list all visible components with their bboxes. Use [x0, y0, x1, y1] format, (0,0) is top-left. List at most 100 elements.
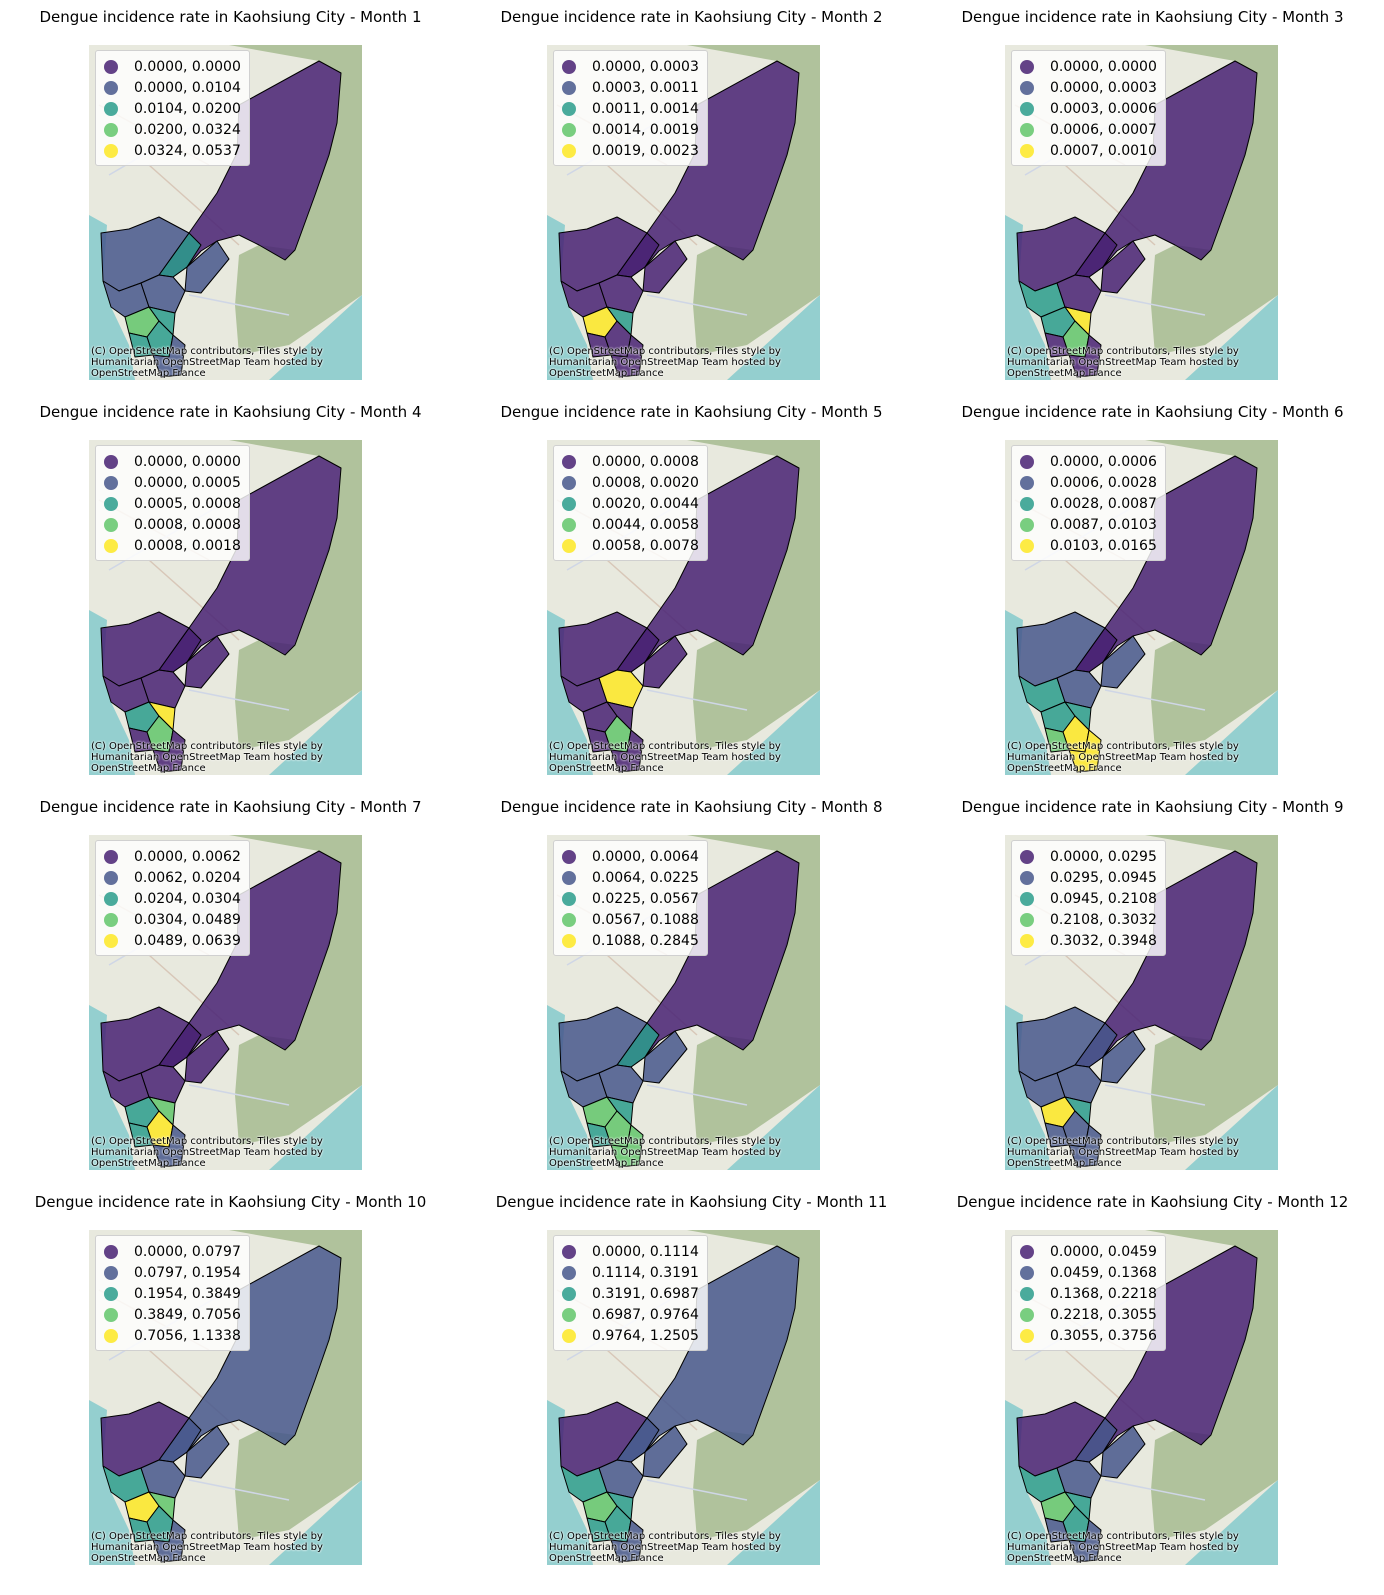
legend-label: 0.0008, 0.0020	[592, 474, 699, 491]
legend-marker-icon	[104, 496, 118, 511]
legend-label: 0.0945, 0.2108	[1050, 890, 1157, 907]
legend-label: 0.0000, 0.0295	[1050, 848, 1157, 865]
legend-entry: 0.0014, 0.0019	[562, 119, 699, 140]
legend-label: 0.0011, 0.0014	[592, 100, 699, 117]
legend-entry: 0.0103, 0.0165	[1020, 535, 1157, 556]
legend-marker-icon	[104, 475, 118, 490]
legend-entry: 0.0000, 0.0000	[1020, 56, 1157, 77]
legend-entry: 0.0459, 0.1368	[1020, 1262, 1157, 1283]
panel-title: Dengue incidence rate in Kaohsiung City …	[495, 1193, 888, 1211]
legend-label: 0.3849, 0.7056	[134, 1306, 241, 1323]
legend-label: 0.0028, 0.0087	[1050, 495, 1157, 512]
legend-label: 0.0304, 0.0489	[134, 911, 241, 928]
legend-label: 0.0567, 0.1088	[592, 911, 699, 928]
legend-entry: 0.2108, 0.3032	[1020, 909, 1157, 930]
legend-entry: 0.0000, 0.0008	[562, 451, 699, 472]
legend-entry: 0.0006, 0.0028	[1020, 472, 1157, 493]
legend-entry: 0.0324, 0.0537	[104, 140, 241, 161]
legend-label: 0.6987, 0.9764	[592, 1306, 699, 1323]
legend-entry: 0.0020, 0.0044	[562, 493, 699, 514]
legend-marker-icon	[562, 101, 576, 116]
legend-marker-icon	[104, 454, 118, 469]
legend-marker-icon	[104, 101, 118, 116]
legend-entry: 0.7056, 1.1338	[104, 1325, 241, 1346]
legend-label: 0.0000, 0.0003	[592, 58, 699, 75]
legend-marker-icon	[104, 1307, 118, 1322]
district-region	[1068, 334, 1102, 378]
legend-label: 0.0003, 0.0011	[592, 79, 699, 96]
legend-label: 0.7056, 1.1338	[134, 1327, 241, 1344]
basemap: 0.0000, 0.0064 0.0064, 0.0225 0.0225, 0.05…	[547, 835, 820, 1170]
district-region	[152, 1519, 186, 1563]
map-panel: Dengue incidence rate in Kaohsiung City …	[461, 395, 922, 793]
legend-label: 0.0200, 0.0324	[134, 121, 241, 138]
panel-title: Dengue incidence rate in Kaohsiung City …	[39, 8, 422, 26]
legend-marker-icon	[562, 496, 576, 511]
district-region	[184, 1030, 230, 1084]
panel-title: Dengue incidence rate in Kaohsiung City …	[500, 403, 883, 421]
legend-marker-icon	[104, 849, 118, 864]
legend-entry: 0.2218, 0.3055	[1020, 1304, 1157, 1325]
legend-label: 0.1088, 0.2845	[592, 932, 699, 949]
basemap: 0.0000, 0.0459 0.0459, 0.1368 0.1368, 0.22…	[1005, 1230, 1278, 1565]
district-region	[642, 1030, 688, 1084]
legend-marker-icon	[562, 912, 576, 927]
panel-title: Dengue incidence rate in Kaohsiung City …	[39, 403, 422, 421]
legend-marker-icon	[1020, 475, 1034, 490]
legend-marker-icon	[1020, 80, 1034, 95]
legend-marker-icon	[1020, 1244, 1034, 1259]
legend: 0.0000, 0.0000 0.0000, 0.0104 0.0104, 0.02…	[95, 50, 250, 166]
legend-marker-icon	[562, 1328, 576, 1343]
legend-entry: 0.0200, 0.0324	[104, 119, 241, 140]
legend-entry: 0.0019, 0.0023	[562, 140, 699, 161]
choropleth-map	[547, 835, 820, 1170]
basemap: 0.0000, 0.0003 0.0003, 0.0011 0.0011, 0.00…	[547, 45, 820, 380]
legend-label: 0.0014, 0.0019	[592, 121, 699, 138]
panel-title: Dengue incidence rate in Kaohsiung City …	[961, 403, 1344, 421]
map-attribution: (C) OpenStreetMap contributors, Tiles st…	[1007, 741, 1239, 774]
legend: 0.0000, 0.0064 0.0064, 0.0225 0.0225, 0.05…	[553, 840, 708, 956]
legend: 0.0000, 0.0459 0.0459, 0.1368 0.1368, 0.22…	[1011, 1235, 1166, 1351]
district-region	[642, 240, 688, 294]
legend-label: 0.0020, 0.0044	[592, 495, 699, 512]
legend-entry: 0.0006, 0.0007	[1020, 119, 1157, 140]
legend-label: 0.1114, 0.3191	[592, 1264, 699, 1281]
district-region	[1100, 1030, 1146, 1084]
map-attribution: (C) OpenStreetMap contributors, Tiles st…	[549, 741, 781, 774]
legend-marker-icon	[562, 1307, 576, 1322]
legend-marker-icon	[1020, 517, 1034, 532]
legend-marker-icon	[104, 517, 118, 532]
legend-entry: 0.9764, 1.2505	[562, 1325, 699, 1346]
legend-marker-icon	[562, 870, 576, 885]
legend-marker-icon	[1020, 496, 1034, 511]
district-region	[1068, 729, 1102, 773]
district-region	[610, 334, 644, 378]
legend-entry: 0.0003, 0.0011	[562, 77, 699, 98]
panel-title: Dengue incidence rate in Kaohsiung City …	[39, 798, 422, 816]
legend-marker-icon	[104, 1286, 118, 1301]
legend-entry: 0.1088, 0.2845	[562, 930, 699, 951]
legend-entry: 0.0945, 0.2108	[1020, 888, 1157, 909]
legend-marker-icon	[562, 891, 576, 906]
legend: 0.0000, 0.0008 0.0008, 0.0020 0.0020, 0.00…	[553, 445, 708, 561]
legend-label: 0.0006, 0.0007	[1050, 121, 1157, 138]
legend-label: 0.0797, 0.1954	[134, 1264, 241, 1281]
legend-entry: 0.3055, 0.3756	[1020, 1325, 1157, 1346]
legend-entry: 0.0000, 0.0064	[562, 846, 699, 867]
district-region	[152, 729, 186, 773]
legend-entry: 0.0000, 0.0003	[1020, 77, 1157, 98]
map-panel: Dengue incidence rate in Kaohsiung City …	[922, 0, 1383, 398]
legend-marker-icon	[1020, 870, 1034, 885]
legend: 0.0000, 0.0000 0.0000, 0.0003 0.0003, 0.00…	[1011, 50, 1166, 166]
legend-entry: 0.0005, 0.0008	[104, 493, 241, 514]
panel-title: Dengue incidence rate in Kaohsiung City …	[500, 8, 883, 26]
legend-marker-icon	[562, 933, 576, 948]
legend-label: 0.0295, 0.0945	[1050, 869, 1157, 886]
legend-entry: 0.0008, 0.0018	[104, 535, 241, 556]
legend-marker-icon	[562, 1286, 576, 1301]
legend-entry: 0.0225, 0.0567	[562, 888, 699, 909]
legend-marker-icon	[104, 80, 118, 95]
legend-marker-icon	[104, 122, 118, 137]
legend-label: 0.1368, 0.2218	[1050, 1285, 1157, 1302]
legend-marker-icon	[1020, 933, 1034, 948]
